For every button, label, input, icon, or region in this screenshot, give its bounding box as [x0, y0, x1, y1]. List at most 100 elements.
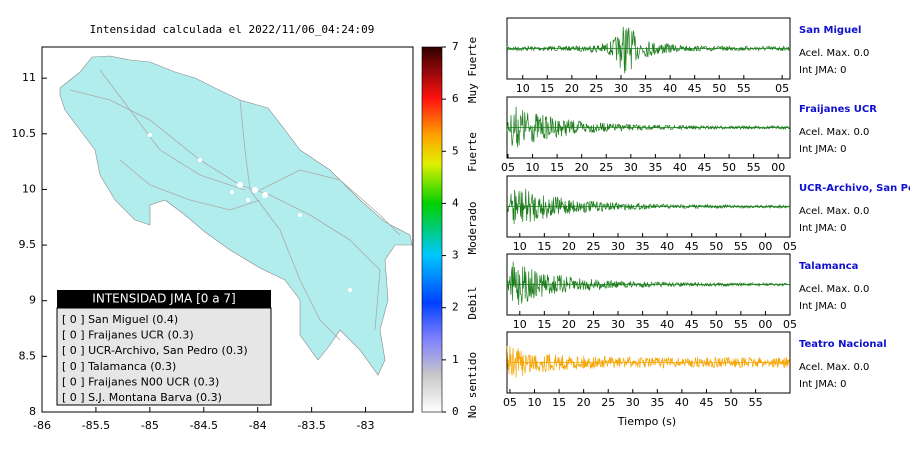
x-tick-label: 35 [636, 240, 650, 253]
x-tick-label: 25 [599, 161, 613, 174]
x-tick-label: -84 [249, 419, 267, 432]
map-title: Intensidad calculada el 2022/11/06_04:24… [90, 23, 375, 36]
x-tick-label: 10 [513, 318, 527, 331]
x-tick-label: -83 [357, 419, 375, 432]
int-jma: Int JMA: 0 [799, 223, 847, 234]
x-tick-label: 55 [737, 82, 751, 95]
waveform [506, 188, 791, 225]
legend-title: INTENSIDAD JMA [0 a 7] [92, 292, 235, 306]
colorbar-tick-label: 7 [452, 40, 459, 53]
x-tick-label: 20 [575, 161, 589, 174]
x-tick-label: 50 [709, 318, 723, 331]
legend-body [56, 307, 272, 406]
y-tick-label: 9 [29, 294, 36, 307]
x-tick-label: 15 [537, 240, 551, 253]
road [259, 169, 401, 236]
colorbar-category: Moderado [466, 202, 479, 255]
x-tick-label: 40 [663, 82, 677, 95]
x-tick-label: 45 [698, 161, 712, 174]
x-tick-label: 20 [565, 82, 579, 95]
x-tick-label: 00 [771, 161, 785, 174]
legend-entry: [ 0 ] S.J. Montana Barva (0.3) [62, 391, 222, 404]
x-tick-label: 25 [586, 240, 600, 253]
x-tick-label: 40 [675, 396, 689, 409]
x-tick-label: 35 [650, 396, 664, 409]
acel-max: Acel. Max. 0.0 [799, 48, 869, 59]
acel-max: Acel. Max. 0.0 [799, 206, 869, 217]
x-tick-label: 40 [673, 161, 687, 174]
y-tick-label: 8 [29, 405, 36, 418]
colorbar-category: No sentido [466, 352, 479, 418]
legend-entry: [ 0 ] Talamanca (0.3) [62, 360, 176, 373]
int-jma: Int JMA: 0 [799, 144, 847, 155]
x-tick-label: 15 [537, 318, 551, 331]
legend-entry: [ 0 ] UCR-Archivo, San Pedro (0.3) [62, 344, 248, 357]
x-tick-label: 15 [540, 82, 554, 95]
station-name: Talamanca [799, 261, 858, 272]
x-tick-label: 25 [601, 396, 615, 409]
x-tick-label: 40 [660, 240, 674, 253]
x-tick-label: -85.5 [82, 419, 110, 432]
waveform [506, 345, 791, 378]
int-jma: Int JMA: 0 [799, 379, 847, 390]
acel-max: Acel. Max. 0.0 [799, 362, 869, 373]
colorbar [421, 46, 443, 413]
x-tick-label: -86 [33, 419, 51, 432]
colorbar-tick-label: 2 [452, 301, 459, 314]
x-tick-label: 55 [749, 396, 763, 409]
colorbar-category: Muy Fuerte [466, 37, 479, 103]
legend: INTENSIDAD JMA [0 a 7] [ 0 ] San Miguel … [56, 290, 272, 406]
x-tick-label: 05 [503, 396, 517, 409]
x-tick-label: 45 [685, 240, 699, 253]
y-tick-label: 11 [22, 71, 36, 84]
x-tick-label: 50 [724, 396, 738, 409]
road [119, 159, 261, 211]
colorbar-category: Debil [466, 286, 479, 319]
x-tick-label: 25 [589, 82, 603, 95]
x-tick-label: 10 [526, 161, 540, 174]
legend-entry: [ 0 ] Fraijanes UCR (0.3) [62, 329, 194, 342]
x-tick-label: 45 [685, 318, 699, 331]
towns [148, 133, 352, 292]
x-tick-label: 35 [639, 82, 653, 95]
x-tick-label: 45 [699, 396, 713, 409]
x-tick-label: 35 [648, 161, 662, 174]
int-jma: Int JMA: 0 [799, 301, 847, 312]
x-tick-label: 55 [734, 240, 748, 253]
legend-entry: [ 0 ] Fraijanes N00 UCR (0.3) [62, 375, 219, 388]
x-tick-label: -83.5 [297, 419, 325, 432]
x-tick-label: 30 [624, 161, 638, 174]
station-name: Teatro Nacional [799, 339, 887, 350]
x-tick-label: 40 [660, 318, 674, 331]
x-tick-label: 30 [611, 240, 625, 253]
x-tick-label: 50 [722, 161, 736, 174]
x-axis-label: Tiempo (s) [617, 415, 676, 428]
colorbar-category: Fuerte [466, 132, 479, 172]
y-tick-label: 9.5 [19, 238, 37, 251]
road [99, 69, 246, 191]
x-tick-label: 20 [562, 240, 576, 253]
acel-max: Acel. Max. 0.0 [799, 127, 869, 138]
x-tick-label: 15 [552, 396, 566, 409]
road [239, 99, 341, 341]
x-tick-label: 05 [775, 82, 789, 95]
x-tick-label: 20 [562, 318, 576, 331]
x-tick-label: 30 [626, 396, 640, 409]
x-tick-label: 20 [577, 396, 591, 409]
x-tick-label: 55 [734, 318, 748, 331]
y-tick-label: 10.5 [12, 127, 37, 140]
x-tick-label: 35 [636, 318, 650, 331]
legend-header [57, 290, 271, 308]
colorbar-tick-label: 3 [452, 249, 459, 262]
y-tick-label: 8.5 [19, 349, 37, 362]
int-jma: Int JMA: 0 [799, 65, 847, 76]
station-name: Fraijanes UCR [799, 104, 877, 115]
colorbar-tick-label: 5 [452, 144, 459, 157]
x-tick-label: 05 [501, 161, 515, 174]
x-tick-label: 10 [516, 82, 530, 95]
x-tick-label: 45 [688, 82, 702, 95]
map-land [59, 55, 413, 376]
colorbar-tick-label: 1 [452, 353, 459, 366]
x-tick-label: -84.5 [190, 419, 218, 432]
